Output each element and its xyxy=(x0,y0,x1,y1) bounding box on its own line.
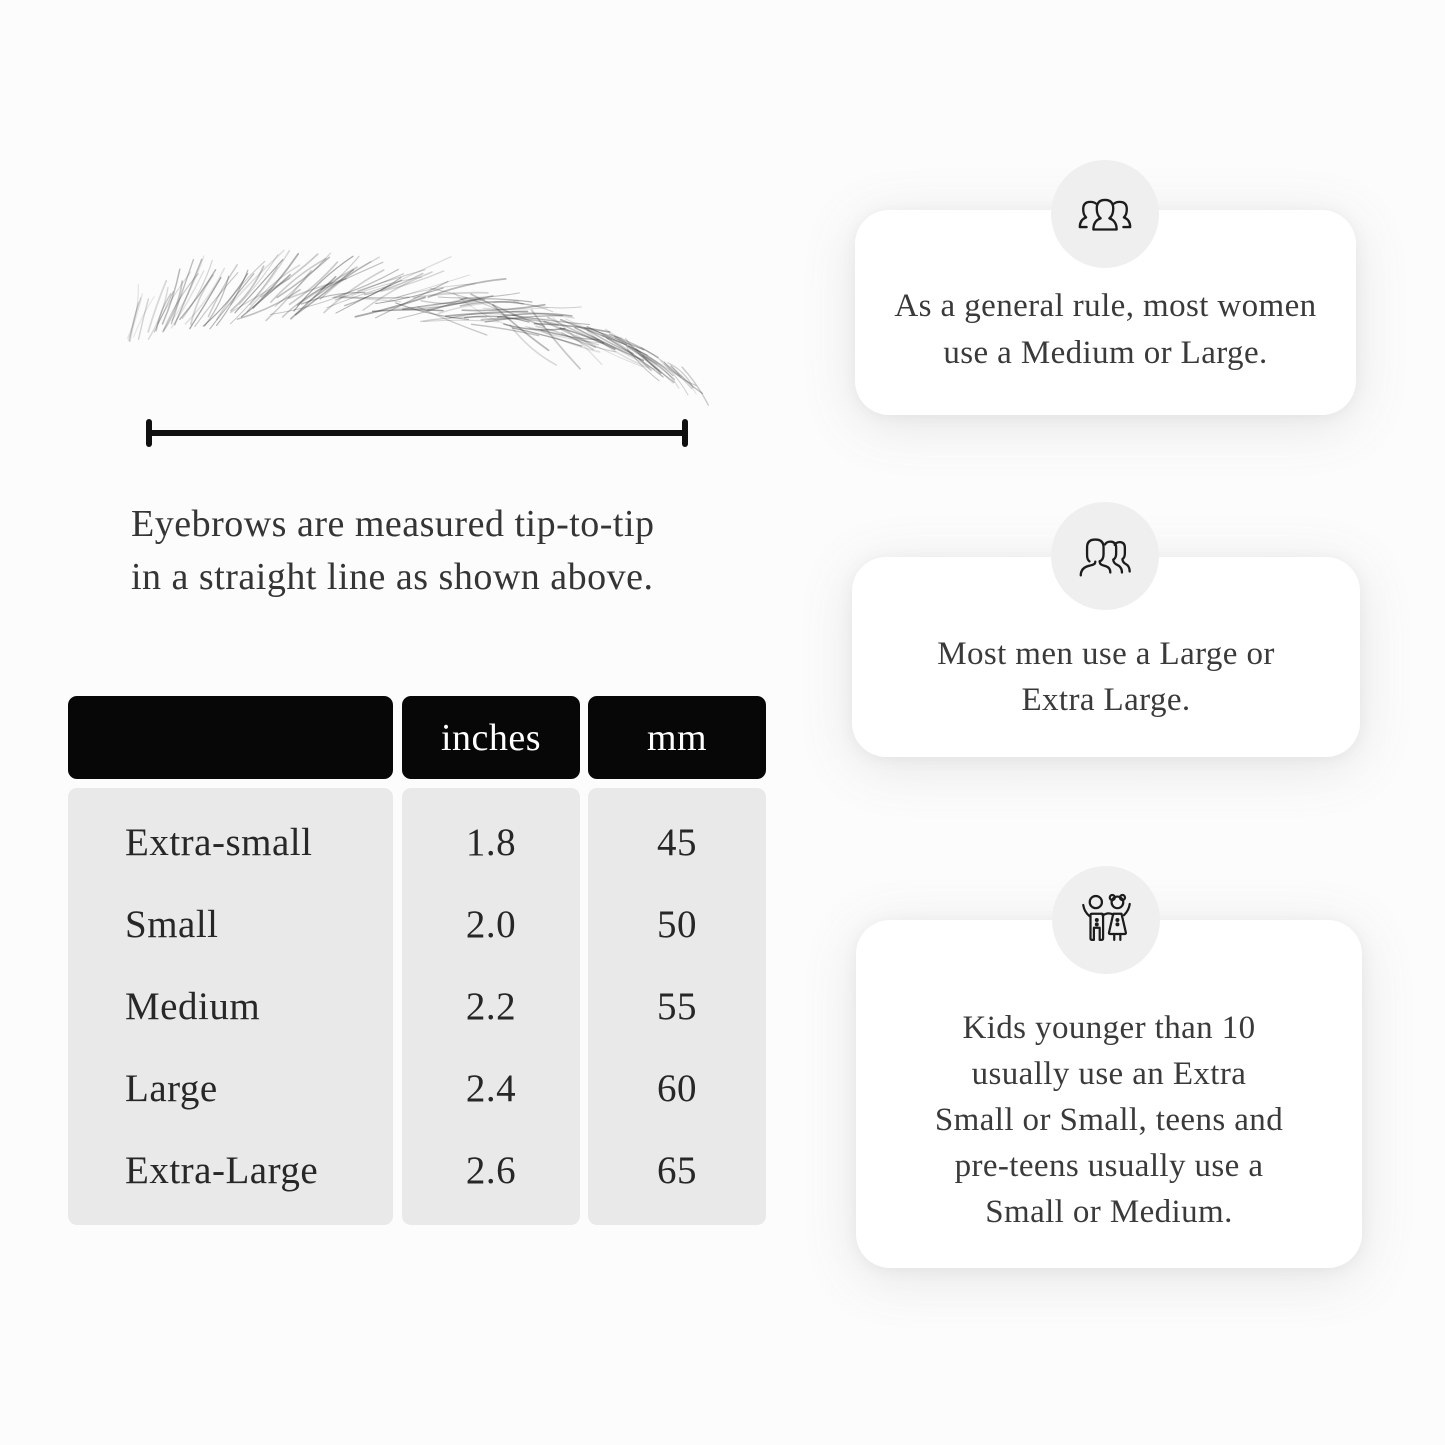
figure-caption-line1: Eyebrows are measured tip-to-tip xyxy=(131,503,655,545)
size-label-cell: Medium xyxy=(125,985,261,1028)
text-line: Extra Large. xyxy=(1021,682,1191,718)
size-label-cell: Extra-small xyxy=(125,820,313,864)
header-cell-blank xyxy=(68,696,393,779)
figure-caption-line2: in a straight line as shown above. xyxy=(131,556,654,599)
inches-cell: 2.6 xyxy=(465,1149,517,1193)
mm-cell: 65 xyxy=(657,1149,697,1193)
text-line: Most men use a Large or xyxy=(937,635,1275,672)
info-card-men: Most men use a Large or Extra Large. xyxy=(852,557,1360,757)
text-line: As a general rule, most women xyxy=(894,288,1317,325)
measure-bar xyxy=(146,430,688,436)
info-card-women: As a general rule, most women use a Medi… xyxy=(855,210,1356,415)
figure-caption: Eyebrows are measured tip-to-tip in a st… xyxy=(131,498,771,604)
header-cell-inches: inches xyxy=(402,696,580,779)
inches-cell: 2.0 xyxy=(465,902,517,946)
table-body: Extra-small Small Medium Large Extra-Lar… xyxy=(68,788,766,1225)
column-mm: 45 50 55 60 65 xyxy=(588,788,766,1225)
mm-cell: 60 xyxy=(657,1067,697,1111)
column-size-labels: Extra-small Small Medium Large Extra-Lar… xyxy=(68,788,393,1225)
size-label-cell: Large xyxy=(125,1067,218,1111)
text-line: use a Medium or Large. xyxy=(943,334,1268,371)
text-line: usually use an Extra xyxy=(971,1055,1247,1092)
column-inches: 1.8 2.0 2.2 2.4 2.6 xyxy=(402,788,580,1225)
group-of-people-icon xyxy=(1078,198,1132,231)
measurement-line xyxy=(146,419,688,447)
eyebrow-illustration xyxy=(127,249,709,406)
text-line: pre-teens usually use a xyxy=(954,1148,1264,1185)
table-header-row: inches mm xyxy=(68,696,766,779)
eyebrow-figure xyxy=(118,246,709,406)
size-label-cell: Extra-Large xyxy=(125,1149,319,1193)
mm-cell: 45 xyxy=(657,820,697,864)
inches-cell: 2.2 xyxy=(465,985,517,1028)
mm-cell: 55 xyxy=(657,985,697,1028)
text-line: Small or Medium. xyxy=(985,1194,1233,1231)
inches-cell: 2.4 xyxy=(465,1067,517,1111)
info-card-kids: Kids younger than 10 usually use an Extr… xyxy=(856,920,1362,1268)
header-cell-mm: mm xyxy=(588,696,766,779)
info-card-men-text: Most men use a Large or Extra Large. xyxy=(937,591,1275,723)
icon-circle-women xyxy=(1051,160,1159,268)
mm-cell: 50 xyxy=(657,902,697,946)
children-icon xyxy=(1082,893,1131,941)
icon-circle-kids xyxy=(1052,866,1160,974)
icon-circle-men xyxy=(1051,502,1159,610)
measure-cap-right xyxy=(682,419,688,447)
size-table: inches mm Extra-small Small Medium Large… xyxy=(68,696,766,1225)
info-card-kids-text: Kids younger than 10 usually use an Extr… xyxy=(935,953,1283,1236)
info-card-women-text: As a general rule, most women use a Medi… xyxy=(894,249,1316,375)
inches-cell: 1.8 xyxy=(465,820,517,864)
men-group-icon xyxy=(1079,538,1131,577)
size-label-cell: Small xyxy=(125,902,219,946)
text-line: Small or Small, teens and xyxy=(934,1101,1284,1138)
text-line: Kids younger than 10 xyxy=(962,1009,1256,1046)
